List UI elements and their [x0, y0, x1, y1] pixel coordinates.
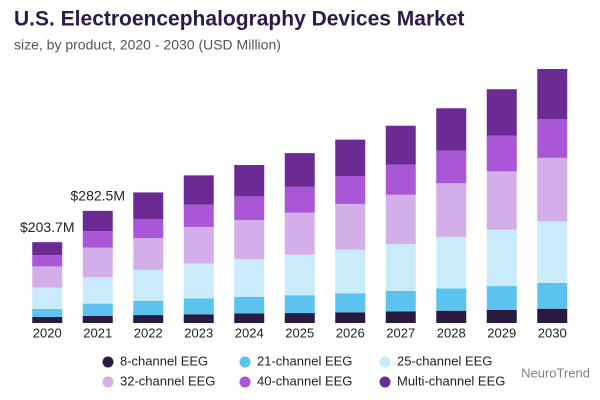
bar-segment: [385, 311, 416, 323]
bar-segment: [486, 286, 517, 310]
x-tick-label: 2030: [538, 325, 567, 340]
bar-segment: [284, 313, 315, 323]
bar-segment: [183, 263, 214, 299]
bar-segment: [486, 135, 517, 172]
bar-segment: [82, 247, 113, 278]
x-tick-label: 2024: [235, 325, 264, 340]
bar-segment: [133, 192, 164, 220]
legend-marker: [379, 376, 391, 388]
bar-segment: [436, 310, 467, 323]
bar-segment: [32, 308, 63, 317]
bar-segment: [82, 210, 113, 232]
bar-segment: [436, 150, 467, 184]
bar-segment: [335, 203, 366, 250]
x-tick-label: 2021: [83, 325, 112, 340]
bar-segment: [284, 295, 315, 314]
bar-segment: [234, 196, 265, 221]
x-tick-label: 2027: [386, 325, 415, 340]
bar-segment: [32, 242, 63, 256]
bar-segment: [82, 315, 113, 323]
x-tick-label: 2029: [487, 325, 516, 340]
bar-segment: [133, 238, 164, 270]
legend-label: 40-channel EEG: [257, 373, 352, 388]
bar-segment: [436, 288, 467, 311]
bar-segment: [537, 221, 568, 283]
bar-segment: [82, 231, 113, 248]
bar-segment: [335, 176, 366, 204]
x-tick-label: 2028: [437, 325, 466, 340]
total-label: $203.7M: [20, 219, 74, 235]
bar-segment: [32, 266, 63, 288]
bar-segment: [537, 157, 568, 222]
legend-label: 32-channel EEG: [120, 373, 215, 388]
x-tick-label: 2022: [134, 325, 163, 340]
legend-marker: [102, 356, 114, 368]
bar-segment: [537, 68, 568, 119]
bar-segment: [32, 316, 63, 323]
bar-segment: [284, 153, 315, 187]
bar-segment: [436, 236, 467, 289]
bar-segment: [82, 303, 113, 316]
bar-segment: [133, 269, 164, 301]
x-tick-label: 2020: [33, 325, 62, 340]
bar-segment: [385, 125, 416, 165]
bar-segment: [183, 226, 214, 264]
legend-label: 25-channel EEG: [397, 353, 492, 368]
bar-segment: [133, 300, 164, 316]
bar-segment: [82, 277, 113, 304]
watermark: NeuroTrend: [521, 365, 590, 380]
bar-segment: [486, 229, 517, 287]
bar-segment: [234, 165, 265, 197]
bar-segment: [537, 308, 568, 323]
bar-segment: [335, 293, 366, 313]
bar-segment: [537, 282, 568, 309]
legend-label: 21-channel EEG: [257, 353, 352, 368]
bar-segment: [32, 255, 63, 267]
bar-segment: [335, 312, 366, 323]
x-tick-label: 2026: [336, 325, 365, 340]
bar-segment: [234, 296, 265, 314]
bar-segment: [183, 314, 214, 323]
legend-label: Multi-channel EEG: [397, 373, 505, 388]
bar-segment: [284, 212, 315, 255]
bar-segment: [385, 290, 416, 312]
bar-segment: [486, 171, 517, 230]
bar-segment: [385, 164, 416, 195]
bar-segment: [183, 298, 214, 315]
bar-segment: [234, 259, 265, 297]
bar-segment: [385, 244, 416, 291]
legend-marker: [239, 356, 251, 368]
bar-segment: [436, 183, 467, 237]
x-tick-label: 2025: [285, 325, 314, 340]
bar-segment: [335, 139, 366, 177]
bar-segment: [183, 204, 214, 227]
bar-segment: [486, 89, 517, 136]
bar-segment: [486, 309, 517, 323]
bar-segment: [537, 118, 568, 158]
legend-marker: [102, 376, 114, 388]
legend-marker: [239, 376, 251, 388]
bar-segment: [234, 313, 265, 323]
total-label: $282.5M: [71, 188, 125, 204]
bar-segment: [32, 287, 63, 309]
chart-title: U.S. Electroencephalography Devices Mark…: [14, 8, 465, 31]
bar-segment: [234, 220, 265, 260]
bar-segment: [284, 254, 315, 296]
chart-subtitle: size, by product, 2020 - 2030 (USD Milli…: [14, 37, 281, 53]
bar-segment: [436, 108, 467, 151]
bar-segment: [133, 315, 164, 323]
bar-segment: [385, 194, 416, 245]
legend-label: 8-channel EEG: [120, 353, 208, 368]
bar-segment: [335, 249, 366, 294]
bar-segment: [133, 219, 164, 239]
legend-marker: [379, 356, 391, 368]
bar-segment: [183, 175, 214, 205]
bar-segment: [284, 186, 315, 213]
x-tick-label: 2023: [184, 325, 213, 340]
